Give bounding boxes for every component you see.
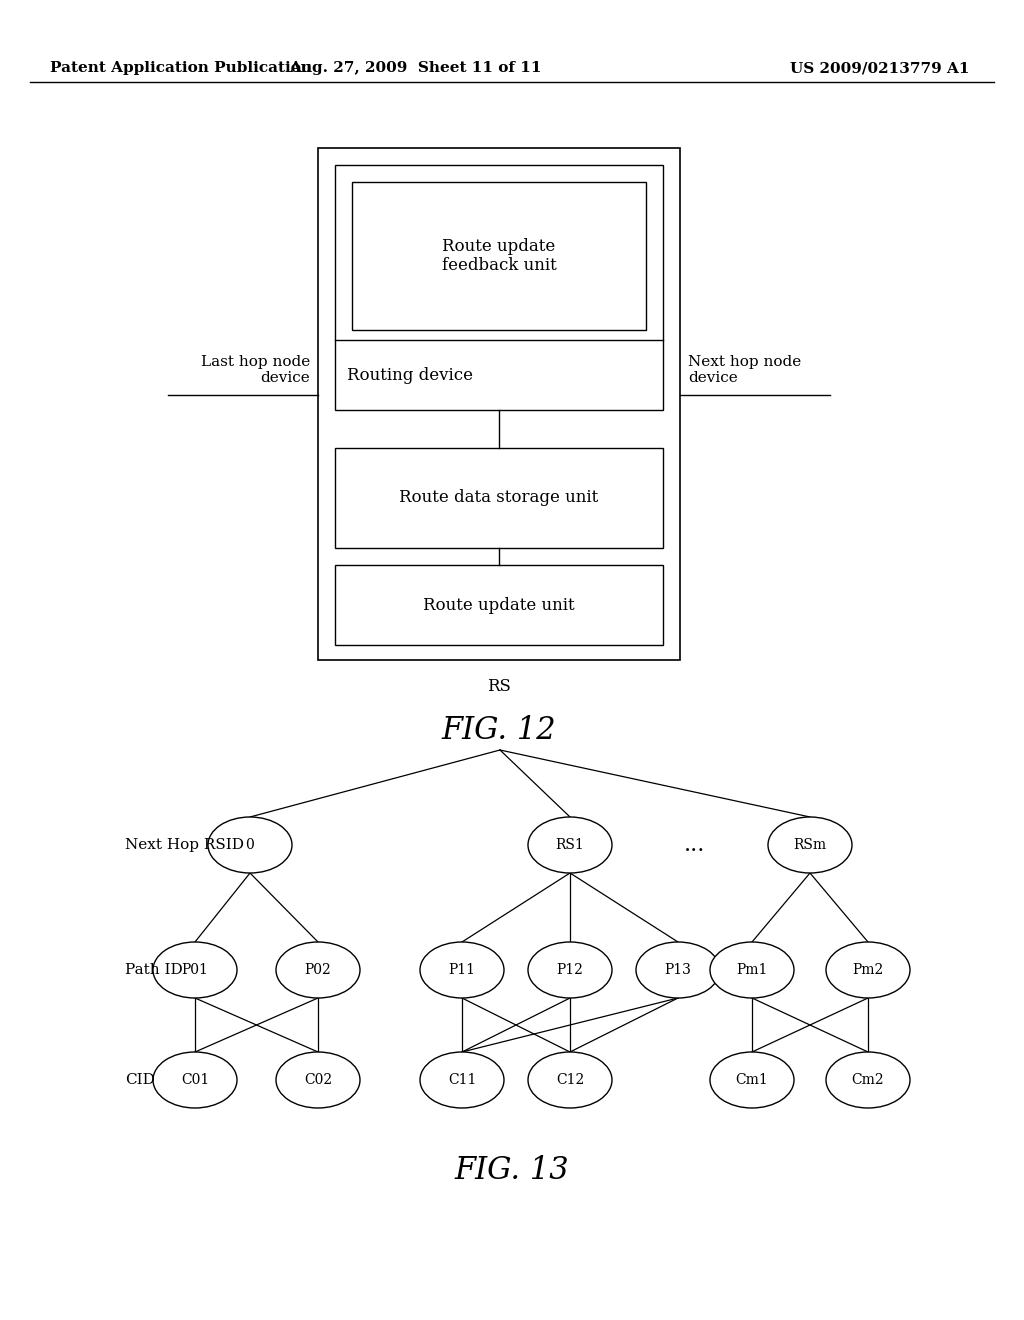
Text: Last hop node
device: Last hop node device [201,355,310,385]
Text: FIG. 13: FIG. 13 [455,1155,569,1185]
Text: Aug. 27, 2009  Sheet 11 of 11: Aug. 27, 2009 Sheet 11 of 11 [289,61,542,75]
Text: Route update unit: Route update unit [423,597,574,614]
Text: P02: P02 [304,964,332,977]
Text: P11: P11 [449,964,475,977]
Bar [335,565,663,645]
Text: Next hop node
device: Next hop node device [688,355,801,385]
Text: P01: P01 [181,964,209,977]
Bar [318,148,680,660]
Text: FIG. 12: FIG. 12 [441,715,556,746]
Text: Path ID: Path ID [125,964,182,977]
Bar [352,182,646,330]
Ellipse shape [636,942,720,998]
Ellipse shape [528,942,612,998]
Text: CID: CID [125,1073,155,1086]
Ellipse shape [276,1052,360,1107]
Text: C11: C11 [447,1073,476,1086]
Text: Pm1: Pm1 [736,964,768,977]
Ellipse shape [420,1052,504,1107]
Ellipse shape [768,817,852,873]
Ellipse shape [153,942,237,998]
Text: C12: C12 [556,1073,584,1086]
Text: ...: ... [684,834,706,855]
Bar [335,165,663,411]
Text: P12: P12 [557,964,584,977]
Text: Routing device: Routing device [347,367,473,384]
Text: Pm2: Pm2 [852,964,884,977]
Text: Cm1: Cm1 [735,1073,768,1086]
Text: C01: C01 [181,1073,209,1086]
Text: C02: C02 [304,1073,332,1086]
Text: RS: RS [487,678,511,696]
Ellipse shape [208,817,292,873]
Text: US 2009/0213779 A1: US 2009/0213779 A1 [791,61,970,75]
Text: RSm: RSm [794,838,826,851]
Text: Cm2: Cm2 [852,1073,885,1086]
Ellipse shape [528,817,612,873]
Ellipse shape [276,942,360,998]
Ellipse shape [710,942,794,998]
Text: RS1: RS1 [556,838,585,851]
Ellipse shape [826,942,910,998]
Ellipse shape [153,1052,237,1107]
Text: Route update
feedback unit: Route update feedback unit [441,238,556,275]
Ellipse shape [826,1052,910,1107]
Ellipse shape [710,1052,794,1107]
Text: Route data storage unit: Route data storage unit [399,490,599,507]
Ellipse shape [420,942,504,998]
Text: Patent Application Publication: Patent Application Publication [50,61,312,75]
Text: Next Hop RSID: Next Hop RSID [125,838,244,851]
Text: 0: 0 [246,838,254,851]
Text: P13: P13 [665,964,691,977]
Ellipse shape [528,1052,612,1107]
Bar [335,447,663,548]
